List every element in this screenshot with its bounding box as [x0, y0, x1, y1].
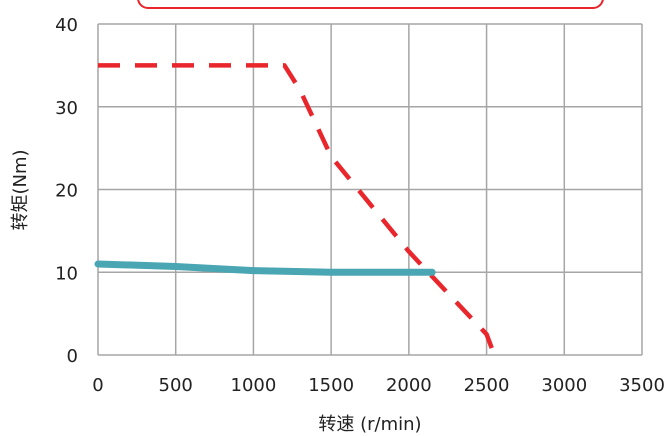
x-tick-label: 2000 — [386, 375, 432, 396]
x-tick-label: 0 — [92, 375, 103, 396]
x-axis-title: 转速 (r/min) — [318, 414, 421, 435]
x-tick-label: 500 — [159, 375, 193, 396]
series-line-solid — [94, 260, 436, 276]
chart-grid — [97, 23, 643, 356]
series-line-dashed — [98, 63, 497, 356]
x-tick-labels: 0 500 1000 1500 2000 2500 3000 3500 — [92, 375, 665, 396]
y-tick-label: 20 — [55, 181, 78, 202]
x-tick-label: 1000 — [231, 375, 277, 396]
x-tick-label: 1500 — [308, 375, 354, 396]
y-tick-label: 40 — [55, 15, 78, 36]
legend-box — [137, 0, 604, 9]
y-tick-label: 0 — [67, 346, 78, 367]
y-axis-title: 转矩(Nm) — [10, 149, 31, 230]
x-tick-label: 3000 — [541, 375, 587, 396]
x-tick-label: 2500 — [464, 375, 510, 396]
x-tick-label: 3500 — [619, 375, 665, 396]
y-tick-label: 10 — [55, 263, 78, 284]
y-tick-labels: 0 10 20 30 40 — [55, 15, 78, 367]
y-tick-label: 30 — [55, 98, 78, 119]
chart-series — [94, 63, 497, 356]
